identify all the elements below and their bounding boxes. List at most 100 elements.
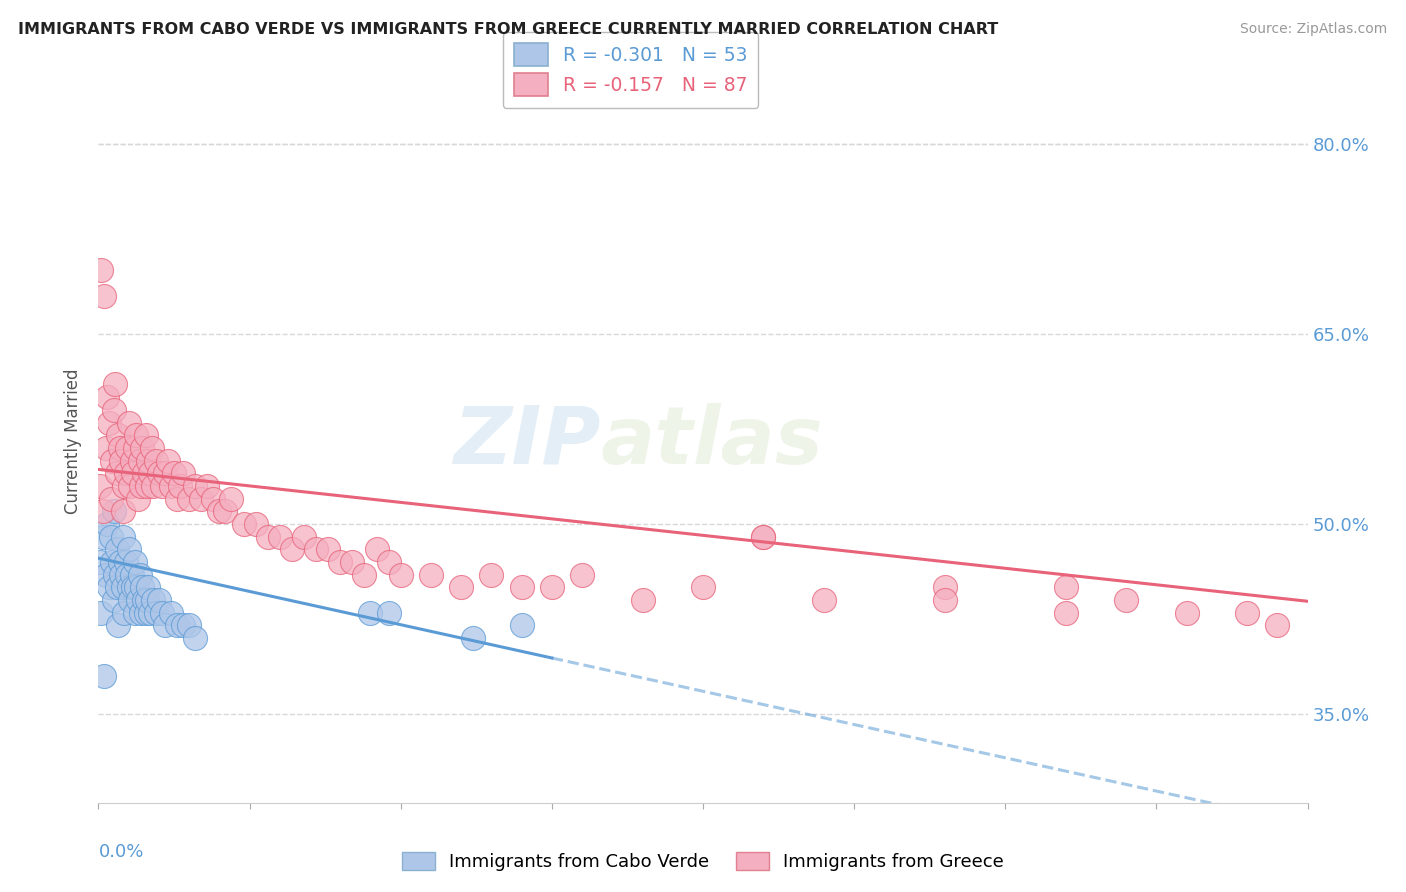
Point [169,479,191,493]
Point [195,479,218,493]
Point [96,516,118,531]
Point [89,479,111,493]
Point [117,441,139,455]
Point [166,618,188,632]
Point [118,479,141,493]
Point [91,504,114,518]
Point [184,479,207,493]
Point [122,580,145,594]
Point [342,555,364,569]
Point [156,453,179,467]
Point [94,441,117,455]
Point [179,618,201,632]
Point [377,606,399,620]
Point [148,467,170,481]
Point [125,428,148,442]
Point [118,542,141,557]
Point [131,441,153,455]
Point [107,428,129,442]
Point [98,416,121,430]
Point [114,555,136,569]
Point [166,491,188,506]
Point [305,542,328,557]
Point [153,467,176,481]
Point [145,453,167,467]
Text: IMMIGRANTS FROM CABO VERDE VS IMMIGRANTS FROM GREECE CURRENTLY MARRIED CORRELATI: IMMIGRANTS FROM CABO VERDE VS IMMIGRANTS… [18,22,998,37]
Point [124,606,146,620]
Point [107,618,129,632]
Point [129,479,152,493]
Point [112,606,135,620]
Point [93,669,115,683]
Point [135,593,157,607]
Y-axis label: Currently Married: Currently Married [65,368,83,515]
Point [510,580,533,594]
Point [142,593,165,607]
Point [132,593,155,607]
Point [100,555,122,569]
Point [142,479,165,493]
Point [124,555,146,569]
Point [190,491,212,506]
Point [110,453,132,467]
Point [118,593,141,607]
Point [377,555,399,569]
Point [360,606,382,620]
Point [100,530,122,544]
Point [100,491,122,506]
Text: atlas: atlas [600,402,823,481]
Point [135,479,157,493]
Point [127,593,149,607]
Point [631,593,654,607]
Point [366,542,388,557]
Point [450,580,472,594]
Point [118,416,141,430]
Point [139,606,162,620]
Point [111,504,134,518]
Point [127,491,149,506]
Point [1054,580,1077,594]
Point [110,567,132,582]
Point [135,428,157,442]
Point [540,580,562,594]
Point [108,555,131,569]
Point [221,491,243,506]
Point [934,593,956,607]
Point [163,467,186,481]
Point [125,580,148,594]
Point [112,479,135,493]
Point [98,580,121,594]
Point [105,580,128,594]
Point [269,530,291,544]
Text: 0.0%: 0.0% [98,843,143,861]
Point [150,479,173,493]
Point [752,530,775,544]
Point [131,580,153,594]
Point [103,593,125,607]
Point [129,606,152,620]
Point [90,263,112,277]
Point [172,467,194,481]
Point [292,530,315,544]
Point [122,467,145,481]
Point [160,479,183,493]
Point [1267,618,1289,632]
Point [256,530,278,544]
Text: Source: ZipAtlas.com: Source: ZipAtlas.com [1240,22,1388,37]
Point [105,542,128,557]
Point [510,618,533,632]
Point [104,567,127,582]
Point [121,567,143,582]
Point [232,516,254,531]
Point [813,593,835,607]
Point [118,580,141,594]
Point [281,542,304,557]
Point [245,516,267,531]
Point [104,377,127,392]
Point [463,631,485,645]
Point [160,606,183,620]
Point [136,580,159,594]
Point [103,504,125,518]
Point [89,555,111,569]
Point [1115,593,1137,607]
